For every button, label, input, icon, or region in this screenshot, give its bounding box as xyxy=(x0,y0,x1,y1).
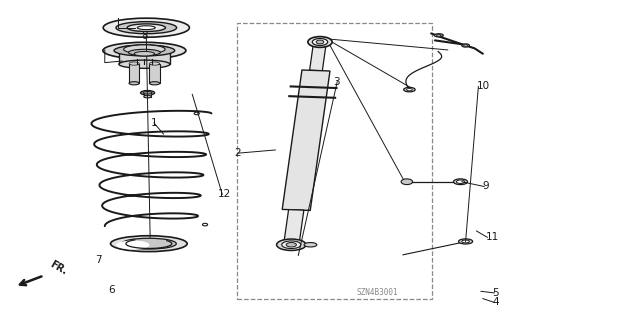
Text: FR.: FR. xyxy=(49,259,69,277)
Ellipse shape xyxy=(114,45,175,56)
Ellipse shape xyxy=(141,91,155,95)
Text: 8: 8 xyxy=(141,31,148,41)
Ellipse shape xyxy=(464,45,467,46)
Ellipse shape xyxy=(103,18,189,37)
Ellipse shape xyxy=(129,82,140,85)
Bar xyxy=(144,92,152,97)
Ellipse shape xyxy=(134,51,155,56)
Ellipse shape xyxy=(150,82,160,85)
Ellipse shape xyxy=(286,242,296,247)
Ellipse shape xyxy=(454,179,467,185)
Polygon shape xyxy=(310,42,326,71)
Bar xyxy=(237,23,432,299)
Text: 5: 5 xyxy=(492,288,499,298)
Ellipse shape xyxy=(144,95,152,98)
Text: 1: 1 xyxy=(151,118,157,128)
Text: 2: 2 xyxy=(234,148,241,158)
Ellipse shape xyxy=(150,62,160,65)
Ellipse shape xyxy=(462,240,469,243)
Ellipse shape xyxy=(129,49,161,56)
Bar xyxy=(150,63,160,83)
Ellipse shape xyxy=(124,45,165,54)
Text: 6: 6 xyxy=(108,285,115,295)
Ellipse shape xyxy=(456,180,465,183)
Ellipse shape xyxy=(127,24,166,32)
Text: 9: 9 xyxy=(483,182,490,191)
Bar xyxy=(119,49,170,64)
Ellipse shape xyxy=(404,87,415,92)
Ellipse shape xyxy=(312,39,328,46)
Ellipse shape xyxy=(111,236,187,252)
Ellipse shape xyxy=(308,37,332,48)
Ellipse shape xyxy=(276,239,306,250)
Ellipse shape xyxy=(116,241,150,249)
Ellipse shape xyxy=(143,92,152,94)
Ellipse shape xyxy=(119,45,170,53)
Ellipse shape xyxy=(459,239,472,244)
Text: 11: 11 xyxy=(486,232,499,242)
Text: 10: 10 xyxy=(476,81,490,92)
Ellipse shape xyxy=(202,223,207,226)
Text: SZN4B3001: SZN4B3001 xyxy=(356,288,398,297)
Ellipse shape xyxy=(462,44,469,47)
Ellipse shape xyxy=(282,241,301,249)
Ellipse shape xyxy=(316,40,324,44)
Text: 3: 3 xyxy=(333,77,339,87)
Text: 7: 7 xyxy=(95,255,102,264)
Bar xyxy=(129,63,140,83)
Ellipse shape xyxy=(401,179,413,185)
Ellipse shape xyxy=(129,62,140,65)
Ellipse shape xyxy=(304,242,317,247)
Ellipse shape xyxy=(122,238,176,249)
Ellipse shape xyxy=(103,42,186,59)
Ellipse shape xyxy=(435,34,444,37)
Ellipse shape xyxy=(436,34,441,36)
Polygon shape xyxy=(282,70,330,211)
Text: 4: 4 xyxy=(492,297,499,308)
Ellipse shape xyxy=(138,26,156,30)
Ellipse shape xyxy=(119,60,170,68)
Ellipse shape xyxy=(406,88,412,91)
Ellipse shape xyxy=(194,112,199,115)
Ellipse shape xyxy=(116,22,177,34)
Polygon shape xyxy=(284,210,304,245)
Text: 12: 12 xyxy=(218,189,231,199)
